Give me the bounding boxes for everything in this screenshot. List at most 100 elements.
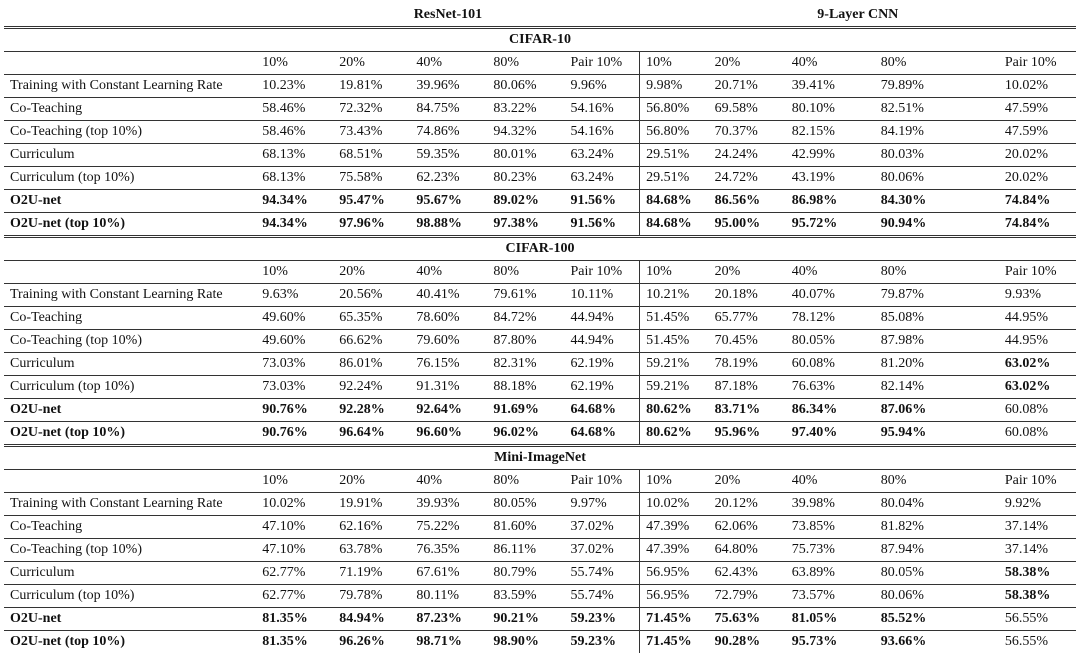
cnn-value: 82.15% xyxy=(786,121,875,144)
method-name: Curriculum (top 10%) xyxy=(4,585,256,608)
cnn-value: 56.55% xyxy=(999,608,1076,631)
cnn-value: 78.19% xyxy=(709,353,786,376)
cnn-value: 69.58% xyxy=(709,98,786,121)
column-header: 10% xyxy=(640,52,709,75)
cnn-value: 95.96% xyxy=(709,422,786,446)
cnn-value: 37.14% xyxy=(999,539,1076,562)
resnet-value: 19.91% xyxy=(333,493,410,516)
method-name: O2U-net xyxy=(4,399,256,422)
cnn-value: 80.05% xyxy=(875,562,999,585)
cnn-value: 86.34% xyxy=(786,399,875,422)
resnet-value: 92.28% xyxy=(333,399,410,422)
cnn-value: 47.59% xyxy=(999,121,1076,144)
column-header: 20% xyxy=(333,52,410,75)
resnet-value: 62.77% xyxy=(256,585,333,608)
cnn-value: 39.98% xyxy=(786,493,875,516)
cnn-value: 63.02% xyxy=(999,353,1076,376)
column-header: 20% xyxy=(333,470,410,493)
cnn-value: 51.45% xyxy=(640,307,709,330)
column-header: 40% xyxy=(786,52,875,75)
resnet-value: 40.41% xyxy=(410,284,487,307)
resnet-value: 74.86% xyxy=(410,121,487,144)
cnn-value: 80.04% xyxy=(875,493,999,516)
cnn-value: 59.21% xyxy=(640,353,709,376)
resnet-value: 10.11% xyxy=(564,284,639,307)
table-row: Curriculum (top 10%)73.03%92.24%91.31%88… xyxy=(4,376,1076,399)
resnet-value: 95.67% xyxy=(410,190,487,213)
cnn-value: 72.79% xyxy=(709,585,786,608)
cnn-value: 80.06% xyxy=(875,167,999,190)
cnn-value: 42.99% xyxy=(786,144,875,167)
cnn-value: 73.57% xyxy=(786,585,875,608)
resnet-value: 89.02% xyxy=(487,190,564,213)
column-header-empty xyxy=(4,470,256,493)
table-row: Co-Teaching (top 10%)47.10%63.78%76.35%8… xyxy=(4,539,1076,562)
method-name: Training with Constant Learning Rate xyxy=(4,75,256,98)
resnet-value: 63.78% xyxy=(333,539,410,562)
cnn-value: 87.06% xyxy=(875,399,999,422)
section-title-row: CIFAR-10 xyxy=(4,28,1076,52)
resnet-value: 39.93% xyxy=(410,493,487,516)
resnet-value: 83.59% xyxy=(487,585,564,608)
column-header: Pair 10% xyxy=(564,52,639,75)
resnet-value: 62.19% xyxy=(564,376,639,399)
method-name: Co-Teaching xyxy=(4,307,256,330)
resnet-value: 47.10% xyxy=(256,516,333,539)
resnet-value: 66.62% xyxy=(333,330,410,353)
cnn-value: 90.28% xyxy=(709,631,786,653)
resnet-value: 59.23% xyxy=(564,608,639,631)
cnn-value: 95.72% xyxy=(786,213,875,237)
cnn-value: 81.05% xyxy=(786,608,875,631)
column-header: Pair 10% xyxy=(564,470,639,493)
cnn-value: 81.82% xyxy=(875,516,999,539)
cnn-value: 56.80% xyxy=(640,98,709,121)
cnn-value: 86.56% xyxy=(709,190,786,213)
resnet-value: 75.58% xyxy=(333,167,410,190)
column-header-empty xyxy=(4,52,256,75)
resnet-value: 91.56% xyxy=(564,213,639,237)
resnet-value: 79.61% xyxy=(487,284,564,307)
column-header-row: 10%20%40%80%Pair 10%10%20%40%80%Pair 10% xyxy=(4,470,1076,493)
resnet-value: 75.22% xyxy=(410,516,487,539)
resnet-value: 73.03% xyxy=(256,353,333,376)
resnet-value: 96.60% xyxy=(410,422,487,446)
cnn-value: 75.73% xyxy=(786,539,875,562)
cnn-value: 29.51% xyxy=(640,167,709,190)
cnn-value: 39.41% xyxy=(786,75,875,98)
column-header: 10% xyxy=(256,261,333,284)
cnn-value: 93.66% xyxy=(875,631,999,653)
column-header: 40% xyxy=(410,470,487,493)
cnn-value: 97.40% xyxy=(786,422,875,446)
resnet-value: 94.32% xyxy=(487,121,564,144)
resnet-value: 91.69% xyxy=(487,399,564,422)
resnet-value: 81.35% xyxy=(256,631,333,653)
resnet-value: 90.76% xyxy=(256,422,333,446)
cnn-value: 59.21% xyxy=(640,376,709,399)
cnn-value: 79.89% xyxy=(875,75,999,98)
cnn-value: 85.08% xyxy=(875,307,999,330)
cnn-value: 75.63% xyxy=(709,608,786,631)
resnet-value: 87.23% xyxy=(410,608,487,631)
resnet-value: 67.61% xyxy=(410,562,487,585)
resnet-value: 80.23% xyxy=(487,167,564,190)
cnn-value: 44.95% xyxy=(999,307,1076,330)
resnet-value: 54.16% xyxy=(564,98,639,121)
method-name: Curriculum (top 10%) xyxy=(4,376,256,399)
cnn-value: 82.14% xyxy=(875,376,999,399)
section-title-row: Mini-ImageNet xyxy=(4,446,1076,470)
column-header: 80% xyxy=(487,470,564,493)
resnet-value: 19.81% xyxy=(333,75,410,98)
cnn-value: 84.68% xyxy=(640,190,709,213)
cnn-value: 56.95% xyxy=(640,585,709,608)
cnn-value: 70.45% xyxy=(709,330,786,353)
cnn-value: 9.98% xyxy=(640,75,709,98)
cnn-value: 80.06% xyxy=(875,585,999,608)
resnet-value: 95.47% xyxy=(333,190,410,213)
resnet-value: 59.35% xyxy=(410,144,487,167)
resnet-value: 37.02% xyxy=(564,516,639,539)
resnet-value: 73.03% xyxy=(256,376,333,399)
